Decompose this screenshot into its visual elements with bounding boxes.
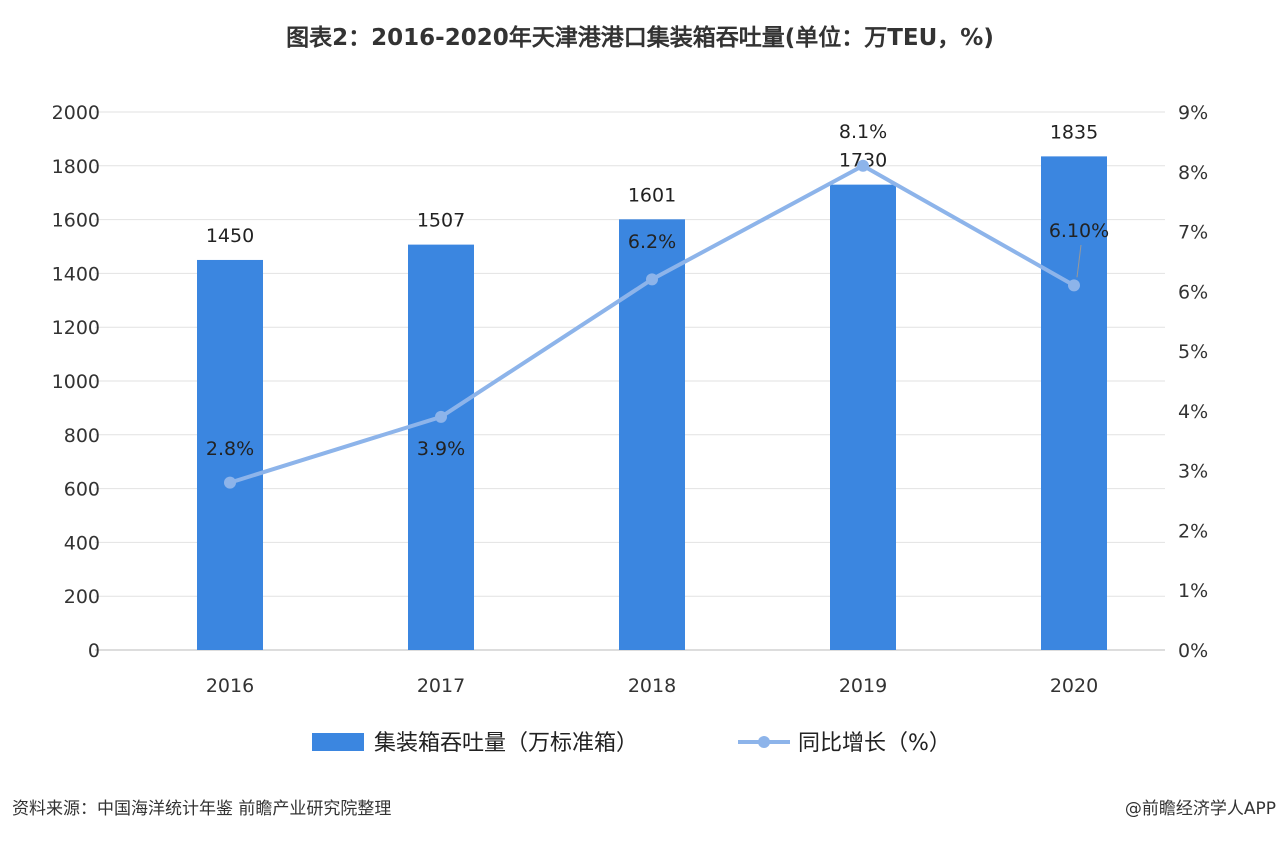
bar (619, 219, 685, 650)
line-point (435, 410, 447, 423)
y-left-tick: 400 (64, 532, 100, 554)
source-note: 资料来源：中国海洋统计年鉴 前瞻产业研究院整理 (12, 799, 392, 819)
x-tick: 2020 (1050, 675, 1098, 697)
line-label: 8.1% (839, 121, 887, 143)
y-right-tick: 3% (1178, 461, 1208, 483)
line-label: 2.8% (206, 438, 254, 460)
x-tick: 2016 (206, 675, 254, 697)
bar-label: 1450 (206, 225, 254, 247)
y-right-tick: 2% (1178, 520, 1208, 542)
line-label: 3.9% (417, 438, 465, 460)
bar-label: 1835 (1050, 121, 1098, 143)
line-point (1068, 279, 1080, 292)
line-point (224, 476, 236, 489)
line-label: 6.10% (1049, 220, 1109, 242)
y-left-tick: 200 (64, 586, 100, 608)
bar (830, 184, 896, 650)
y-left-tick: 1800 (52, 156, 100, 178)
leader-line (1076, 244, 1082, 278)
y-right-tick: 7% (1178, 222, 1208, 244)
y-right-tick: 5% (1178, 341, 1208, 363)
bar-label: 1601 (628, 184, 676, 206)
y-left-tick: 1400 (52, 263, 100, 285)
x-tick: 2019 (839, 675, 887, 697)
y-right-tick: 1% (1178, 580, 1208, 602)
y-right-tick: 6% (1178, 281, 1208, 303)
bar-label: 1507 (417, 210, 465, 232)
bar (408, 244, 474, 650)
x-tick: 2018 (628, 675, 676, 697)
y-left-tick: 2000 (52, 102, 100, 124)
y-left-tick: 1000 (52, 371, 100, 393)
y-left-tick: 800 (64, 425, 100, 447)
y-right-tick: 8% (1178, 162, 1208, 184)
legend-bar-swatch (312, 733, 364, 751)
y-left-tick: 600 (64, 479, 100, 501)
line-label: 6.2% (628, 231, 676, 253)
chart-title: 图表2：2016-2020年天津港港口集装箱吞吐量(单位：万TEU，%) (286, 25, 994, 51)
legend-line-marker (758, 736, 770, 748)
y-left-tick: 0 (88, 640, 100, 662)
y-right-tick: 0% (1178, 640, 1208, 662)
y-left-tick: 1200 (52, 317, 100, 339)
y-left-tick: 1600 (52, 210, 100, 232)
legend-line-label: 同比增长（%） (798, 731, 951, 756)
y-right-tick: 9% (1178, 102, 1208, 124)
line-point (646, 273, 658, 286)
bar (1041, 156, 1107, 650)
bar (197, 259, 263, 650)
credit: @前瞻经济学人APP (1124, 799, 1276, 819)
x-tick: 2017 (417, 675, 465, 697)
line-point (857, 159, 869, 172)
legend-bar-label: 集装箱吞吐量（万标准箱） (374, 731, 638, 756)
y-right-tick: 4% (1178, 401, 1208, 423)
